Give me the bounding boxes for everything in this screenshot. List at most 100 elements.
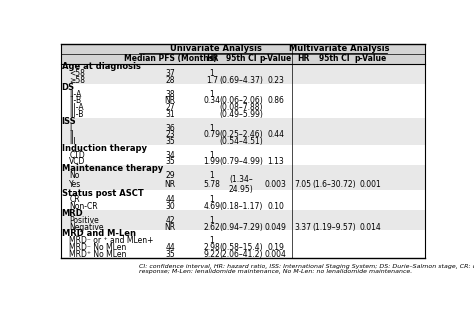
Text: 1: 1 xyxy=(210,171,214,180)
Text: MRD⁺ No MLen: MRD⁺ No MLen xyxy=(69,250,127,259)
Text: Median PFS (Months): Median PFS (Months) xyxy=(124,54,217,63)
Text: 0.44: 0.44 xyxy=(267,130,284,139)
Text: (0.79–4.99): (0.79–4.99) xyxy=(219,158,263,166)
Bar xyxy=(61,104,425,111)
Text: VCD: VCD xyxy=(69,158,86,166)
Bar xyxy=(61,244,425,251)
Text: 0.23: 0.23 xyxy=(267,76,284,85)
Text: 27: 27 xyxy=(165,103,175,112)
Text: 5.78: 5.78 xyxy=(203,180,220,189)
Text: II-B: II-B xyxy=(69,96,82,105)
Bar xyxy=(61,44,425,54)
Bar xyxy=(61,230,425,237)
Text: DS: DS xyxy=(62,83,74,92)
Bar xyxy=(61,179,425,190)
Text: 1.13: 1.13 xyxy=(267,158,284,166)
Bar xyxy=(61,138,425,145)
Text: Yes: Yes xyxy=(69,180,82,189)
Text: 1: 1 xyxy=(210,151,214,160)
Bar xyxy=(61,172,425,179)
Text: 9.22: 9.22 xyxy=(204,250,220,259)
Text: 38: 38 xyxy=(165,90,175,99)
Bar xyxy=(61,152,425,159)
Text: HR: HR xyxy=(297,54,309,63)
Text: HR: HR xyxy=(206,54,218,63)
Text: ≥58: ≥58 xyxy=(69,76,85,85)
Bar xyxy=(61,71,425,77)
Text: 23: 23 xyxy=(165,130,175,139)
Bar xyxy=(61,203,425,210)
Text: p-Value: p-Value xyxy=(260,54,292,63)
Bar xyxy=(61,98,425,104)
Text: 30: 30 xyxy=(165,202,175,211)
Text: 1.99: 1.99 xyxy=(203,158,220,166)
Text: 0.19: 0.19 xyxy=(267,243,284,252)
Text: Negative: Negative xyxy=(69,223,104,232)
Text: 34: 34 xyxy=(165,151,175,160)
Bar xyxy=(61,64,425,71)
Text: No: No xyxy=(69,171,80,180)
Text: Positive: Positive xyxy=(69,216,99,225)
Text: 0.004: 0.004 xyxy=(265,250,287,259)
Text: 42: 42 xyxy=(165,216,175,225)
Text: I: I xyxy=(69,123,72,132)
Bar xyxy=(61,118,425,125)
Text: 1: 1 xyxy=(210,90,214,99)
Text: II-A: II-A xyxy=(69,90,82,99)
Text: 3.37: 3.37 xyxy=(294,223,311,232)
Text: ISS: ISS xyxy=(62,117,76,126)
Bar xyxy=(61,159,425,166)
Bar xyxy=(61,166,425,172)
Bar xyxy=(61,91,425,98)
Bar xyxy=(61,145,425,152)
Text: 29: 29 xyxy=(165,171,175,180)
Text: 95th CI: 95th CI xyxy=(319,54,349,63)
Text: (0.69–4.37): (0.69–4.37) xyxy=(219,76,263,85)
Text: CI: confidence interval, HR: hazard ratio, ISS: International Staging System; DS: CI: confidence interval, HR: hazard rati… xyxy=(139,264,474,269)
Text: 4.69: 4.69 xyxy=(203,202,220,211)
Text: 0.014: 0.014 xyxy=(360,223,381,232)
Text: (0.25–2.46): (0.25–2.46) xyxy=(219,130,263,139)
Text: 0.34: 0.34 xyxy=(203,96,220,105)
Bar xyxy=(61,217,425,224)
Bar xyxy=(61,77,425,84)
Text: (1.6–30.72): (1.6–30.72) xyxy=(312,180,356,189)
Text: Induction therapy: Induction therapy xyxy=(62,144,146,153)
Text: 1: 1 xyxy=(210,69,214,78)
Text: <58: <58 xyxy=(69,69,85,78)
Text: p-Value: p-Value xyxy=(354,54,386,63)
Bar xyxy=(61,111,425,118)
Bar xyxy=(61,131,425,138)
Text: 36: 36 xyxy=(165,123,175,132)
Text: (0.49–5.99): (0.49–5.99) xyxy=(219,110,263,119)
Text: 0.049: 0.049 xyxy=(265,223,287,232)
Text: NR: NR xyxy=(164,96,176,105)
Text: III-A: III-A xyxy=(69,103,84,112)
Bar xyxy=(61,251,425,258)
Text: 2.98: 2.98 xyxy=(204,243,220,252)
Bar xyxy=(61,84,425,91)
Text: 0.79: 0.79 xyxy=(203,130,220,139)
Bar xyxy=(61,125,425,131)
Text: MRD: MRD xyxy=(62,209,83,218)
Text: 0.10: 0.10 xyxy=(267,202,284,211)
Text: Maintenance therapy: Maintenance therapy xyxy=(62,164,163,173)
Text: MRD and M-Len: MRD and M-Len xyxy=(62,229,136,238)
Text: 2.62: 2.62 xyxy=(204,223,220,232)
Bar xyxy=(61,197,425,203)
Text: 28: 28 xyxy=(165,76,175,85)
Text: 0.86: 0.86 xyxy=(267,96,284,105)
Text: III-B: III-B xyxy=(69,110,84,119)
Text: 31: 31 xyxy=(165,110,175,119)
Text: 35: 35 xyxy=(165,158,175,166)
Text: 1: 1 xyxy=(210,123,214,132)
Text: 1: 1 xyxy=(210,196,214,205)
Text: 0.001: 0.001 xyxy=(360,180,381,189)
Text: 1: 1 xyxy=(210,216,214,225)
Text: (0.94–7.29): (0.94–7.29) xyxy=(219,223,263,232)
Text: Age at diagnosis: Age at diagnosis xyxy=(62,63,140,71)
Text: (1.19–9.57): (1.19–9.57) xyxy=(312,223,356,232)
Text: (0.54–4.51): (0.54–4.51) xyxy=(219,137,263,146)
Bar xyxy=(61,210,425,217)
Text: MRD⁻ or ⁺ and MLen+: MRD⁻ or ⁺ and MLen+ xyxy=(69,236,154,245)
